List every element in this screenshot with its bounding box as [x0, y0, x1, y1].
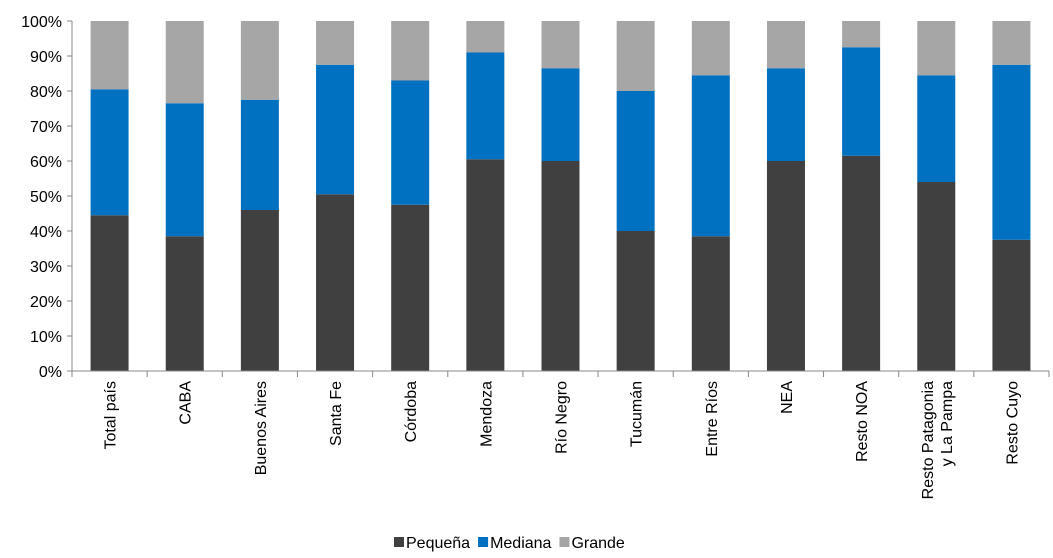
- legend-label: Mediana: [490, 535, 551, 552]
- bar-grande: [316, 21, 355, 65]
- bars: [90, 21, 1031, 371]
- y-tick-label: 30%: [30, 259, 62, 276]
- bar-grande: [691, 21, 730, 76]
- bar-grande: [90, 21, 129, 90]
- bar-grande: [240, 21, 279, 100]
- bar-grande: [165, 21, 204, 104]
- bar-mediana: [917, 75, 956, 182]
- bar-peque-a: [691, 236, 730, 371]
- y-axis: 0% 10% 20% 30% 40% 50% 60% 70% 80% 90% 100%: [21, 14, 73, 381]
- bar-peque-a: [992, 239, 1031, 371]
- bar-mediana: [165, 103, 204, 237]
- legend-label: Grande: [571, 535, 624, 552]
- bar-peque-a: [541, 161, 580, 371]
- bar-peque-a: [466, 159, 505, 371]
- x-tick-label: Resto Cuyo: [1004, 381, 1021, 465]
- legend-swatch-peque-a: [394, 537, 404, 547]
- bar-mediana: [616, 91, 655, 231]
- bar-mediana: [992, 64, 1031, 240]
- bar-peque-a: [240, 210, 279, 371]
- bar-mediana: [842, 47, 881, 156]
- x-tick-label: Entre Ríos: [704, 381, 721, 457]
- bar-mediana: [541, 68, 580, 161]
- legend: Pequeña Mediana Grande: [394, 535, 625, 552]
- x-tick-label: Buenos Aires: [253, 381, 270, 475]
- bar-mediana: [691, 75, 730, 237]
- y-tick-label: 70%: [30, 119, 62, 136]
- x-tick-label: Mendoza: [478, 381, 495, 447]
- x-tick-label: Córdoba: [403, 381, 420, 442]
- bar-mediana: [90, 89, 129, 216]
- bar-grande: [541, 21, 580, 69]
- bar-grande: [616, 21, 655, 91]
- bar-peque-a: [616, 231, 655, 371]
- x-tick-label: NEA: [779, 381, 796, 414]
- bar-peque-a: [391, 204, 430, 371]
- x-tick-label: CABA: [178, 381, 195, 425]
- bar-peque-a: [842, 155, 881, 371]
- bar-peque-a: [917, 182, 956, 371]
- bar-grande: [842, 21, 881, 48]
- bar-peque-a: [316, 194, 355, 371]
- legend-label: Pequeña: [406, 535, 470, 552]
- y-tick-label: 80%: [30, 84, 62, 101]
- x-tick-label: Resto Patagonia: [920, 381, 937, 499]
- bar-mediana: [766, 68, 805, 161]
- y-tick-label: 10%: [30, 329, 62, 346]
- y-tick-label: 90%: [30, 49, 62, 66]
- x-axis: Total país CABA Buenos Aires Santa Fe Córdob…: [71, 370, 1050, 499]
- x-tick-label: y La Pampa: [939, 381, 956, 466]
- bar-peque-a: [165, 236, 204, 371]
- y-tick-label: 60%: [30, 154, 62, 171]
- bar-mediana: [240, 99, 279, 210]
- y-tick-label: 40%: [30, 224, 62, 241]
- bar-mediana: [391, 80, 430, 205]
- y-tick-label: 20%: [30, 294, 62, 311]
- bar-mediana: [316, 64, 355, 195]
- bar-grande: [466, 21, 505, 53]
- x-tick-label: Resto NOA: [854, 381, 871, 462]
- bar-peque-a: [766, 161, 805, 371]
- bar-grande: [992, 21, 1031, 65]
- y-tick-label: 0%: [39, 364, 62, 381]
- legend-swatch-grande: [559, 537, 570, 547]
- y-tick-label: 100%: [21, 14, 62, 31]
- x-tick-label: Santa Fe: [328, 381, 345, 446]
- x-tick-label: Tucumán: [629, 381, 646, 447]
- bar-grande: [391, 21, 430, 81]
- legend-swatch-mediana: [478, 537, 489, 547]
- bar-mediana: [466, 52, 505, 160]
- bar-grande: [766, 21, 805, 69]
- bar-grande: [917, 21, 956, 76]
- y-tick-label: 50%: [30, 189, 62, 206]
- bar-peque-a: [90, 215, 129, 371]
- x-tick-label: Total país: [103, 381, 120, 449]
- x-tick-label: Río Negro: [554, 381, 571, 454]
